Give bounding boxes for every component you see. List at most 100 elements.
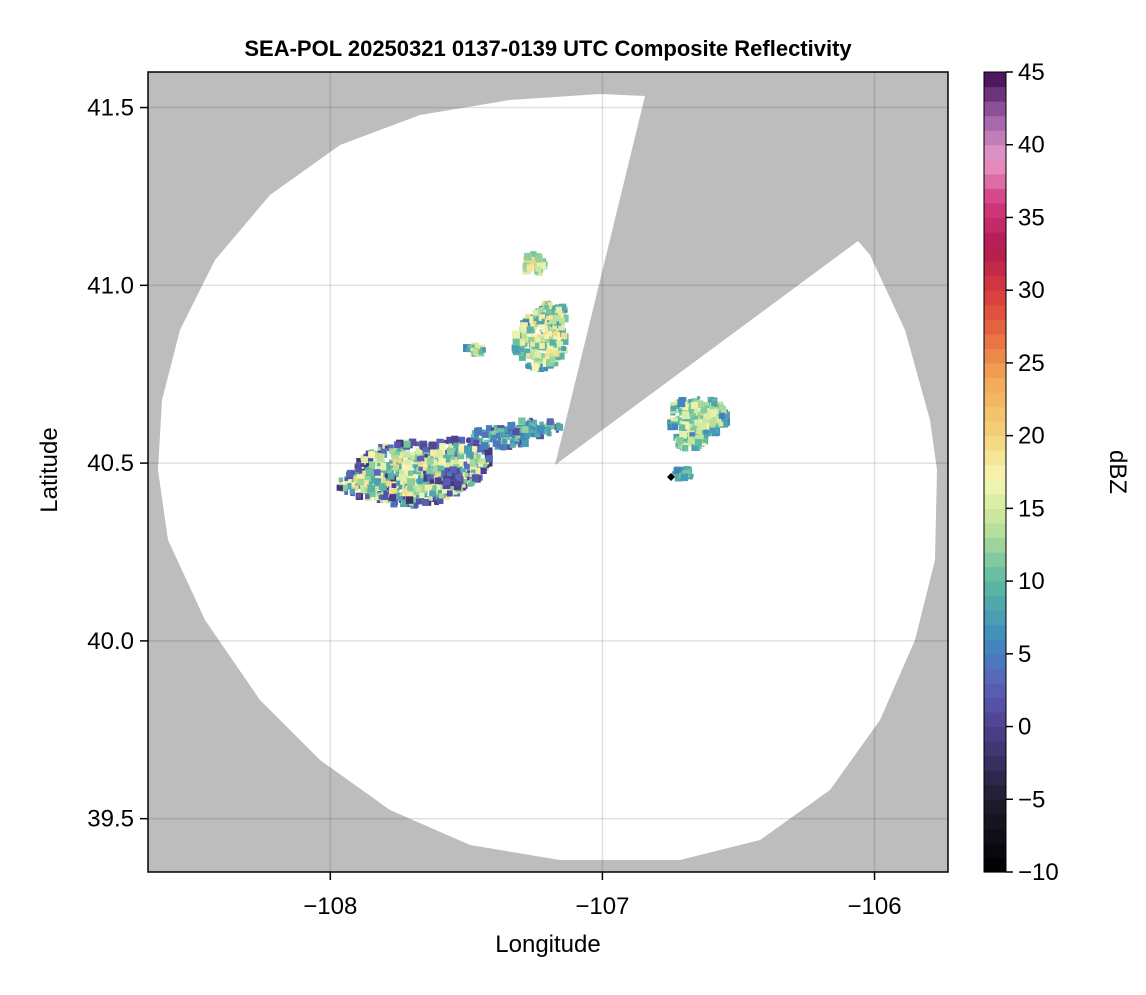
echo-pixel <box>679 467 684 472</box>
echo-pixel <box>355 493 361 499</box>
echo-pixel <box>469 481 475 487</box>
echo-pixel <box>398 462 403 467</box>
echo-pixel <box>693 415 699 421</box>
echo-pixel <box>418 455 424 461</box>
echo-pixel <box>385 473 390 479</box>
echo-pixel <box>353 476 360 483</box>
echo-pixel <box>536 425 545 434</box>
echo-pixel <box>718 412 726 419</box>
echo-pixel <box>538 342 545 349</box>
echo-pixel <box>676 415 680 419</box>
echo-pixel <box>441 491 449 499</box>
echo-pixel <box>511 330 520 339</box>
echo-pixel <box>709 418 717 426</box>
echo-pixel <box>346 471 352 478</box>
plot-area <box>148 72 948 872</box>
echo-pixel <box>480 467 487 474</box>
echo-pixel <box>471 474 480 482</box>
echo-pixel <box>522 334 527 339</box>
echo-pixel <box>532 313 538 318</box>
echo-pixel <box>455 475 459 479</box>
echo-pixel <box>437 464 445 472</box>
echo-pixel <box>446 447 455 456</box>
echo-pixel <box>520 341 526 346</box>
echo-pixel <box>526 326 534 334</box>
echo-pixel <box>707 396 715 404</box>
echo-pixel <box>534 357 539 362</box>
echo-pixel <box>670 402 677 409</box>
colorbar-bin <box>984 712 1006 728</box>
echo-pixel <box>693 408 699 414</box>
echo-pixel <box>473 439 480 447</box>
echo-pixel <box>390 487 398 494</box>
echo-pixel <box>717 401 723 407</box>
echo-pixel <box>450 487 458 495</box>
colorbar-bin <box>984 522 1006 539</box>
x-tick-label: −108 <box>303 893 357 920</box>
colorbar-bin <box>984 624 1006 640</box>
echo-pixel <box>382 476 386 481</box>
echo-pixel <box>680 473 689 482</box>
echo-pixel <box>523 342 528 347</box>
echo-pixel <box>518 353 526 361</box>
y-tick-label: 40.0 <box>87 628 134 655</box>
echo-pixel <box>696 396 701 400</box>
echo-pixel <box>677 408 682 413</box>
echo-pixel <box>721 408 727 415</box>
echo-pixel <box>472 348 479 356</box>
echo-pixel <box>448 491 453 495</box>
echo-pixel <box>705 423 713 430</box>
y-axis: 39.5 40.0 40.5 41.0 41.5 <box>87 95 148 833</box>
echo-region <box>441 466 464 487</box>
echo-pixel <box>401 462 410 471</box>
echo-pixel <box>534 336 541 343</box>
echo-pixel <box>692 410 696 415</box>
echo-pixel <box>412 456 419 463</box>
echo-pixel <box>438 477 445 485</box>
echo-pixel <box>449 443 456 449</box>
echo-pixel <box>409 473 417 481</box>
echo-pixel <box>406 490 414 498</box>
colorbar-bin <box>984 682 1006 699</box>
echo-pixel <box>544 424 549 429</box>
echo-pixel <box>453 441 460 449</box>
echo-pixel <box>415 447 423 455</box>
echo-pixel <box>365 452 370 457</box>
echo-pixel <box>350 470 356 475</box>
colorbar-bin <box>984 333 1006 349</box>
echo-pixel <box>471 455 476 459</box>
echo-pixel <box>674 399 681 407</box>
echo-pixel <box>415 485 422 492</box>
colorbar-bin <box>984 362 1006 379</box>
echo-pixel <box>356 474 365 482</box>
echo-pixel <box>426 468 432 474</box>
echo-pixel <box>547 421 555 430</box>
echo-pixel <box>449 460 457 468</box>
echo-pixel <box>367 484 376 493</box>
colorbar-bin <box>984 828 1006 844</box>
echo-pixel <box>423 464 427 468</box>
echo-pixel <box>391 449 400 458</box>
echo-pixel <box>690 473 694 478</box>
echo-pixel <box>419 492 425 499</box>
echo-region <box>671 466 694 482</box>
echo-region <box>466 425 531 451</box>
echo-region <box>532 300 569 326</box>
echo-region <box>522 250 548 276</box>
colorbar-bin <box>984 188 1006 204</box>
echo-pixel <box>555 429 559 433</box>
echo-pixel <box>407 470 414 476</box>
echo-pixel <box>464 445 472 454</box>
colorbar-bin <box>984 770 1006 786</box>
echo-pixel <box>365 468 374 477</box>
colorbar-tick-label: −10 <box>1018 859 1059 886</box>
echo-pixel <box>549 353 554 358</box>
colorbar-bin <box>984 144 1006 160</box>
echo-pixel <box>522 262 530 270</box>
echo-pixel <box>485 455 493 463</box>
echo-pixel <box>491 430 498 438</box>
echo-pixel <box>547 301 553 307</box>
echo-pixel <box>681 421 690 429</box>
colorbar-bin <box>984 668 1006 684</box>
echo-pixel <box>385 467 393 475</box>
